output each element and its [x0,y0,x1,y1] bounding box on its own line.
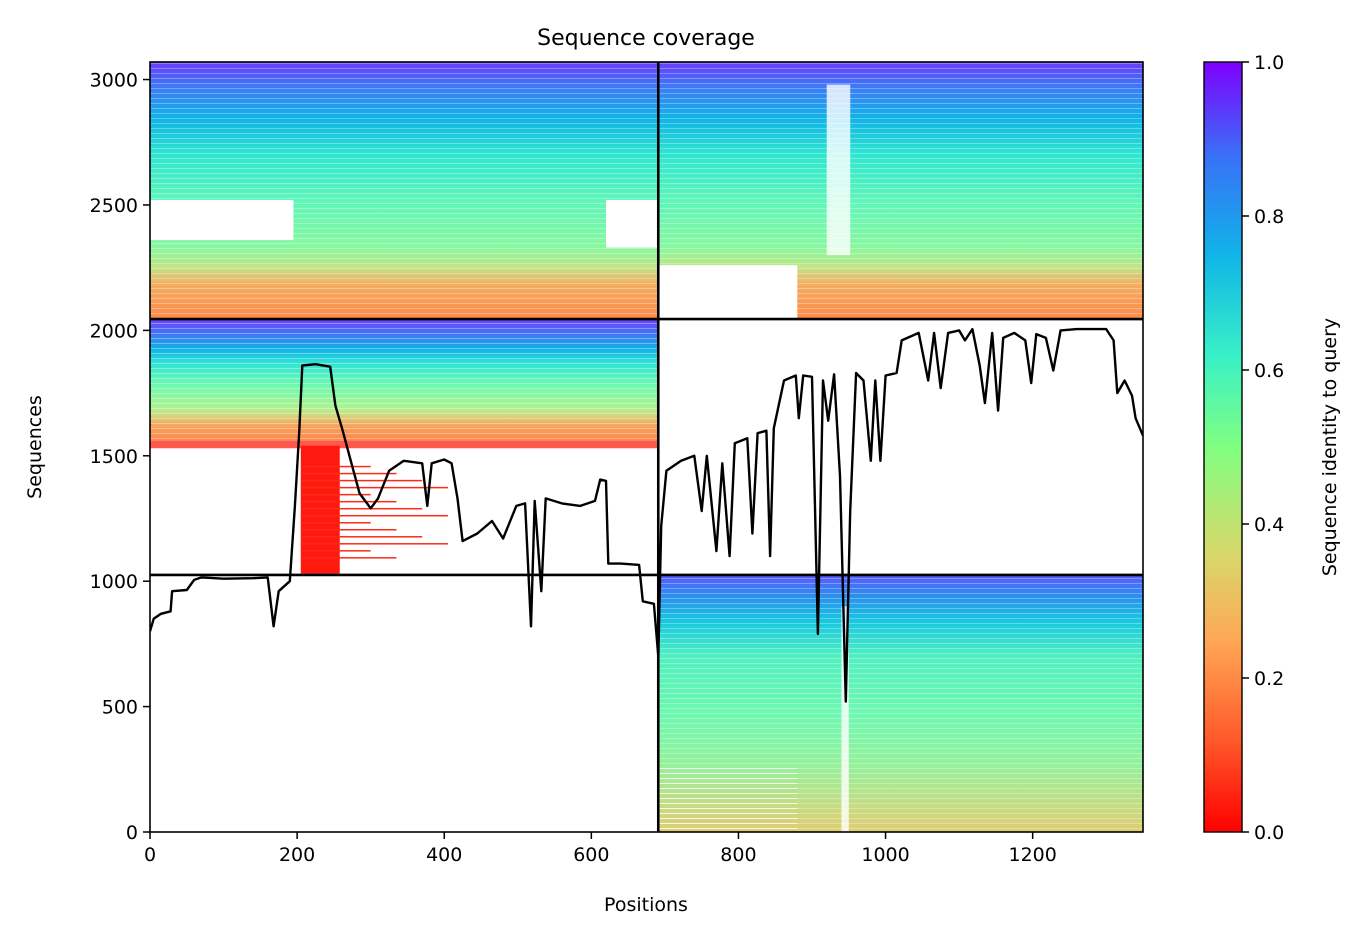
y-axis-label: Sequences [24,395,46,499]
chain-a-red-region [300,445,340,574]
chain-b-sparse [658,764,798,832]
coverage-line [150,327,1143,703]
y-tick-label: 0 [126,822,138,844]
chain-a-red-streak [300,479,423,482]
colorbar-ticks: 0.0 0.2 0.4 0.6 0.8 1.0 [1242,52,1284,844]
x-tick-label: 600 [573,844,609,866]
chain-a-red-streak [300,507,423,510]
x-tick-label: 200 [279,844,315,866]
y-tick-label: 500 [102,697,138,719]
y-tick-label: 3000 [90,70,138,92]
chain-b-gap [841,606,849,832]
paired-gap [606,199,659,248]
colorbar-tick-label: 1.0 [1254,52,1284,74]
x-tick-label: 800 [720,844,756,866]
colorbar-label: Sequence identity to query [1319,318,1341,576]
chain-a-red-streak [300,521,371,524]
chain-a-red-streak [300,514,448,517]
chain-a-low-identity [150,440,659,449]
chain-a-red-streak [300,536,423,538]
y-tick-label: 2500 [90,195,138,217]
colorbar [1203,61,1243,833]
paired-block-texture [150,62,1143,320]
chain-a-red-streak [300,472,397,475]
chain-a-red-streak [300,465,371,468]
colorbar-tick-label: 0.8 [1254,206,1284,228]
x-tick-label: 400 [426,844,462,866]
chain-a-red-streak [300,550,371,552]
chain-a-red-streak [300,529,397,531]
colorbar-tick-label: 0.4 [1254,514,1284,536]
paired-gap [150,199,294,241]
x-tick-label: 0 [144,844,156,866]
x-axis-label: Positions [604,894,688,916]
chain-a-red-streak [300,543,448,545]
colorbar-tick-label: 0.2 [1254,668,1284,690]
colorbar-tick-label: 0.6 [1254,360,1284,382]
paired-gap [658,265,798,320]
chart-title: Sequence coverage [537,26,755,51]
plot-frame [149,61,1144,833]
y-tick-label: 2000 [90,320,138,342]
x-axis-ticks: 0 200 400 600 800 1000 1200 [144,832,1057,866]
chain-a-red-streak [300,557,397,559]
paired-gap [826,84,851,256]
y-tick-label: 1500 [90,446,138,468]
block-boundaries [150,62,1143,832]
chain-a-red-streak [300,500,397,503]
x-tick-label: 1000 [861,844,909,866]
y-axis-ticks: 0 500 1000 1500 2000 2500 3000 [90,70,150,844]
y-tick-label: 1000 [90,571,138,593]
chain-a-block-texture [150,319,659,441]
chain-a-red-streak [300,493,371,496]
coverage-heatmap [150,62,1143,832]
chain-a-red-streak [300,486,448,489]
colorbar-tick-label: 0.0 [1254,822,1284,844]
x-tick-label: 1200 [1008,844,1056,866]
